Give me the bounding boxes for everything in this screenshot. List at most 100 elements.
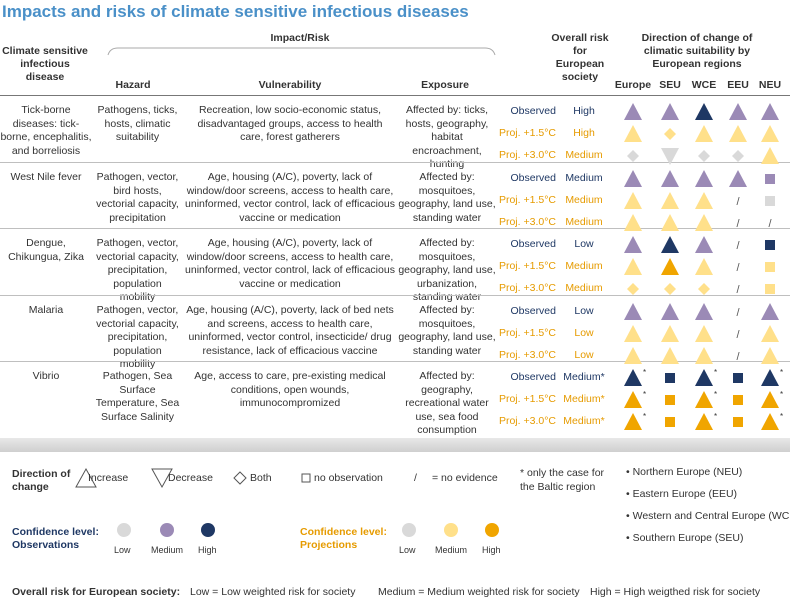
disease-3-observed-seu-increase-icon [661, 303, 679, 320]
disease-4-observed-neu-increase-icon [761, 369, 779, 386]
disease-3-proj15-seu-increase-icon [661, 325, 679, 342]
disease-4-proj30-wce-increase-icon [695, 413, 713, 430]
hazard-cell: Pathogen, vector, bird hosts, vectorial … [96, 171, 179, 224]
disease-3-proj30-europe-increase-icon [624, 347, 642, 364]
disease-4-proj15-neu-asterisk: * [780, 390, 783, 399]
proj-low-dot [402, 523, 416, 537]
disease-4-proj15-europe-increase-icon [624, 391, 642, 408]
row-label-observed: Observed [510, 172, 556, 184]
disease-0-proj15-eeu-increase-icon [729, 125, 747, 142]
legend-region-eeu: • Eastern Europe (EEU) [626, 488, 738, 500]
disease-4-observed-eeu-square-icon [733, 373, 743, 383]
disease-2-proj30-seu-both-icon [664, 283, 676, 295]
header-direction: Direction of change of climatic suitabil… [641, 32, 753, 70]
row-label-observed: Observed [510, 238, 556, 250]
row-label-proj30: Proj. +3.0°C [498, 349, 556, 361]
disease-2-observed-wce-increase-icon [695, 236, 713, 253]
disease-4-proj30-eeu-square-icon [733, 417, 743, 427]
exposure-cell: Affected by: mosquitoes, geography, land… [398, 171, 496, 224]
disease-2-proj15-eeu-no-evidence: / [736, 262, 740, 274]
legend-high-def: High = High weigthed risk for society [590, 586, 761, 598]
risk-level: Low [574, 349, 594, 361]
disease-0-observed-wce-increase-icon [695, 103, 713, 120]
row-label-proj30: Proj. +3.0°C [498, 282, 556, 294]
disease-4-proj15-neu-increase-icon [761, 391, 779, 408]
disease-3-observed-wce-increase-icon [695, 303, 713, 320]
row-divider [0, 228, 790, 229]
disease-2-proj30-wce-both-icon [698, 283, 710, 295]
disease-4-proj30-europe-increase-icon [624, 413, 642, 430]
disease-3-proj30-eeu-no-evidence: / [736, 351, 740, 363]
obs-high-dot [201, 523, 215, 537]
risk-level: Medium [565, 216, 603, 228]
row-divider [0, 361, 790, 362]
disease-1-proj15-seu-increase-icon [661, 192, 679, 209]
row-label-observed: Observed [510, 371, 556, 383]
header-overall-risk: Overall risk for European society [551, 32, 609, 83]
row-label-proj30: Proj. +3.0°C [498, 149, 556, 161]
disease-2-observed-seu-increase-icon [661, 236, 679, 253]
legend-no-observation: no observation [314, 472, 383, 484]
row-label-proj30: Proj. +3.0°C [498, 415, 556, 427]
disease-2-observed-neu-square-icon [765, 240, 775, 250]
row-divider [0, 162, 790, 163]
legend-both: Both [250, 472, 272, 484]
disease-3-observed-neu-increase-icon [761, 303, 779, 320]
risk-level: Medium [565, 149, 603, 161]
risk-level: Medium* [563, 371, 605, 383]
disease-1-proj30-neu-no-evidence: / [768, 218, 772, 230]
legend-baltic-note: * only the case for the Baltic region [520, 467, 605, 493]
disease-3-proj15-wce-increase-icon [695, 325, 713, 342]
disease-4-observed-seu-square-icon [665, 373, 675, 383]
disease-0-observed-neu-increase-icon [761, 103, 779, 120]
risk-level: Medium* [563, 393, 605, 405]
vulnerability-cell: Recreation, low socio-economic status, d… [197, 104, 383, 143]
hazard-cell: Pathogen, Sea Surface Temperature, Sea S… [95, 370, 180, 423]
header-vulnerability: Vulnerability [258, 79, 322, 91]
disease-0-proj30-neu-increase-icon [761, 147, 779, 164]
proj-high-dot [485, 523, 499, 537]
disease-0-proj30-eeu-both-icon [732, 150, 744, 162]
legend-divider [0, 438, 790, 452]
disease-2-proj30-eeu-no-evidence: / [736, 284, 740, 296]
legend-no-evidence: = no evidence [432, 472, 498, 484]
page-title: Impacts and risks of climate sensitive i… [2, 2, 469, 21]
disease-1-proj15-wce-increase-icon [695, 192, 713, 209]
proj-medium-dot [444, 523, 458, 537]
legend-conf-proj-title: Confidence level: Projections [300, 526, 387, 551]
disease-4-proj15-eeu-square-icon [733, 395, 743, 405]
disease-3-proj15-eeu-no-evidence: / [736, 329, 740, 341]
disease-4-proj30-wce-asterisk: * [714, 412, 717, 421]
disease-3-proj30-seu-increase-icon [661, 347, 679, 364]
disease-2-observed-eeu-no-evidence: / [736, 240, 740, 252]
disease-1-observed-wce-increase-icon [695, 170, 713, 187]
row-label-proj15: Proj. +1.5°C [498, 127, 556, 139]
row-divider [0, 295, 790, 296]
disease-name: Vibrio [32, 370, 60, 382]
disease-0-observed-eeu-increase-icon [729, 103, 747, 120]
disease-2-proj15-seu-increase-icon [661, 258, 679, 275]
disease-1-observed-seu-increase-icon [661, 170, 679, 187]
disease-4-proj15-wce-increase-icon [695, 391, 713, 408]
obs-medium-dot [160, 523, 174, 537]
disease-3-observed-eeu-no-evidence: / [736, 307, 740, 319]
legend-medium-def: Medium = Medium weighted risk for societ… [378, 586, 580, 598]
region-header-eeu: EEU [727, 79, 749, 91]
disease-0-proj15-wce-increase-icon [695, 125, 713, 142]
disease-name: Tick-borne diseases: tick-borne, encepha… [0, 104, 92, 157]
disease-2-proj15-neu-square-icon [765, 262, 775, 272]
row-label-proj15: Proj. +1.5°C [498, 393, 556, 405]
row-label-observed: Observed [510, 305, 556, 317]
legend-region-seu: • Southern Europe (SEU) [626, 532, 744, 544]
no-observation-icon [301, 473, 311, 483]
risk-level: Low [574, 305, 594, 317]
risk-level: Medium [565, 260, 603, 272]
disease-1-observed-eeu-increase-icon [729, 170, 747, 187]
legend-conf-obs-title: Confidence level: Observations [12, 526, 99, 551]
exposure-cell: Affected by: geography, recreational wat… [405, 370, 489, 436]
exposure-cell: Affected by: mosquitoes, geography, land… [398, 304, 496, 357]
risk-level: High [573, 105, 595, 117]
legend-region-wce: • Western and Central Europe (WCE) [626, 510, 790, 522]
risk-level: Low [574, 327, 594, 339]
